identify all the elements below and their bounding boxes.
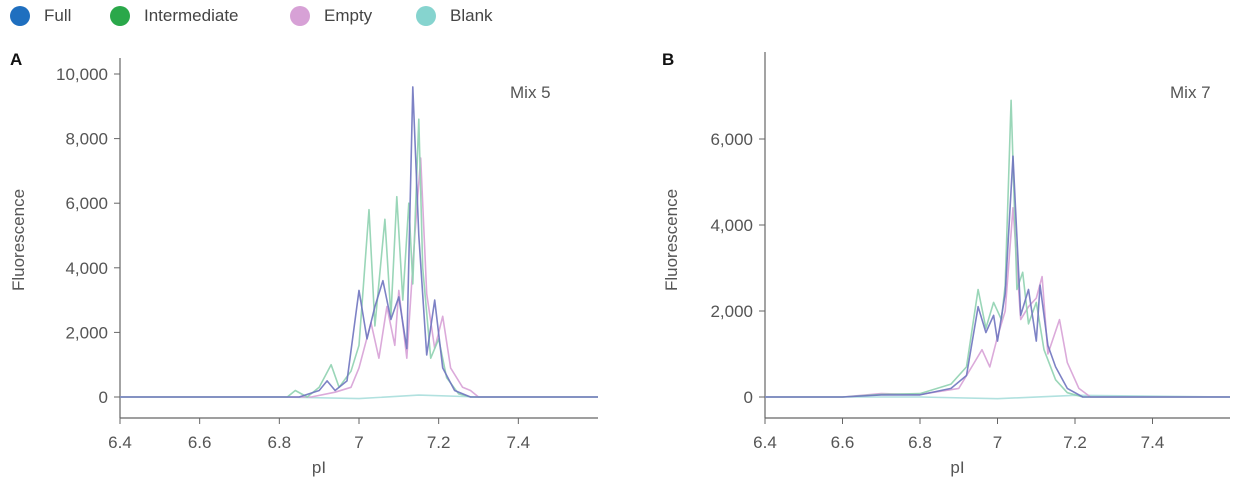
panel-a-series-empty <box>120 157 598 398</box>
panel-a-x-tick-label: 7 <box>354 433 363 452</box>
legend-label: Empty <box>324 6 373 25</box>
legend-item-blank: Blank <box>416 6 493 26</box>
legend: Full Intermediate Empty Blank <box>0 0 700 36</box>
panel-a-y-tick-label: 10,000 <box>56 65 108 84</box>
legend-dot-empty <box>290 6 310 26</box>
panel-a-y-tick-label: 8,000 <box>65 130 108 149</box>
panel-a-y-tick-label: 6,000 <box>65 194 108 213</box>
panel-a-x-tick-label: 6.6 <box>188 433 212 452</box>
panel-a-x-axis-label: pI <box>312 458 326 477</box>
legend-item-empty: Empty <box>290 6 372 26</box>
legend-dot-blank <box>416 6 436 26</box>
panel-b-annotation: Mix 7 <box>1170 83 1211 102</box>
panel-b-y-tick-label: 2,000 <box>710 302 753 321</box>
panel-b-series-empty <box>765 207 1230 398</box>
panel-b-x-tick-label: 6.4 <box>753 433 777 452</box>
panel-b-x-tick-label: 7.4 <box>1141 433 1165 452</box>
legend-dot-intermediate <box>110 6 130 26</box>
panel-b-series-full <box>765 155 1230 398</box>
panel-b-y-tick-label: 4,000 <box>710 216 753 235</box>
panel-a-y-tick-label: 2,000 <box>65 323 108 342</box>
legend-label: Blank <box>450 6 493 25</box>
legend-item-intermediate: Intermediate <box>110 6 239 26</box>
panel-b-x-tick-label: 6.8 <box>908 433 932 452</box>
panel-a-series-intermediate <box>120 118 598 398</box>
legend-item-full: Full <box>10 6 71 26</box>
panel-a-x-tick-label: 6.8 <box>268 433 292 452</box>
panel-a-y-axis-label: Fluorescence <box>9 189 28 291</box>
panel-b-series-intermediate <box>765 99 1230 398</box>
legend-label: Intermediate <box>144 6 239 25</box>
panel-a-y-tick-label: 4,000 <box>65 259 108 278</box>
panel-b-series-blank <box>765 394 1231 400</box>
panel-b-y-tick-label: 0 <box>744 388 753 407</box>
panel-b-x-tick-label: 7.2 <box>1063 433 1087 452</box>
legend-dot-full <box>10 6 30 26</box>
panel-b-y-axis-label: Fluorescence <box>662 189 681 291</box>
panel-letter-b: B <box>662 50 675 69</box>
panel-b-x-tick-label: 7 <box>993 433 1002 452</box>
panel-a-annotation: Mix 5 <box>510 83 551 102</box>
panel-letter-a: A <box>10 50 23 69</box>
panel-b-x-axis-label: pI <box>950 458 964 477</box>
panel-a-x-tick-label: 7.4 <box>507 433 531 452</box>
panel-a-y-tick-label: 0 <box>99 388 108 407</box>
panel-a-series-full <box>120 86 598 398</box>
panel-a-x-tick-label: 7.2 <box>427 433 451 452</box>
panel-a-x-tick-label: 6.4 <box>108 433 132 452</box>
panel-b-x-tick-label: 6.6 <box>831 433 855 452</box>
legend-label: Full <box>44 6 72 25</box>
panel-b-y-tick-label: 6,000 <box>710 130 753 149</box>
